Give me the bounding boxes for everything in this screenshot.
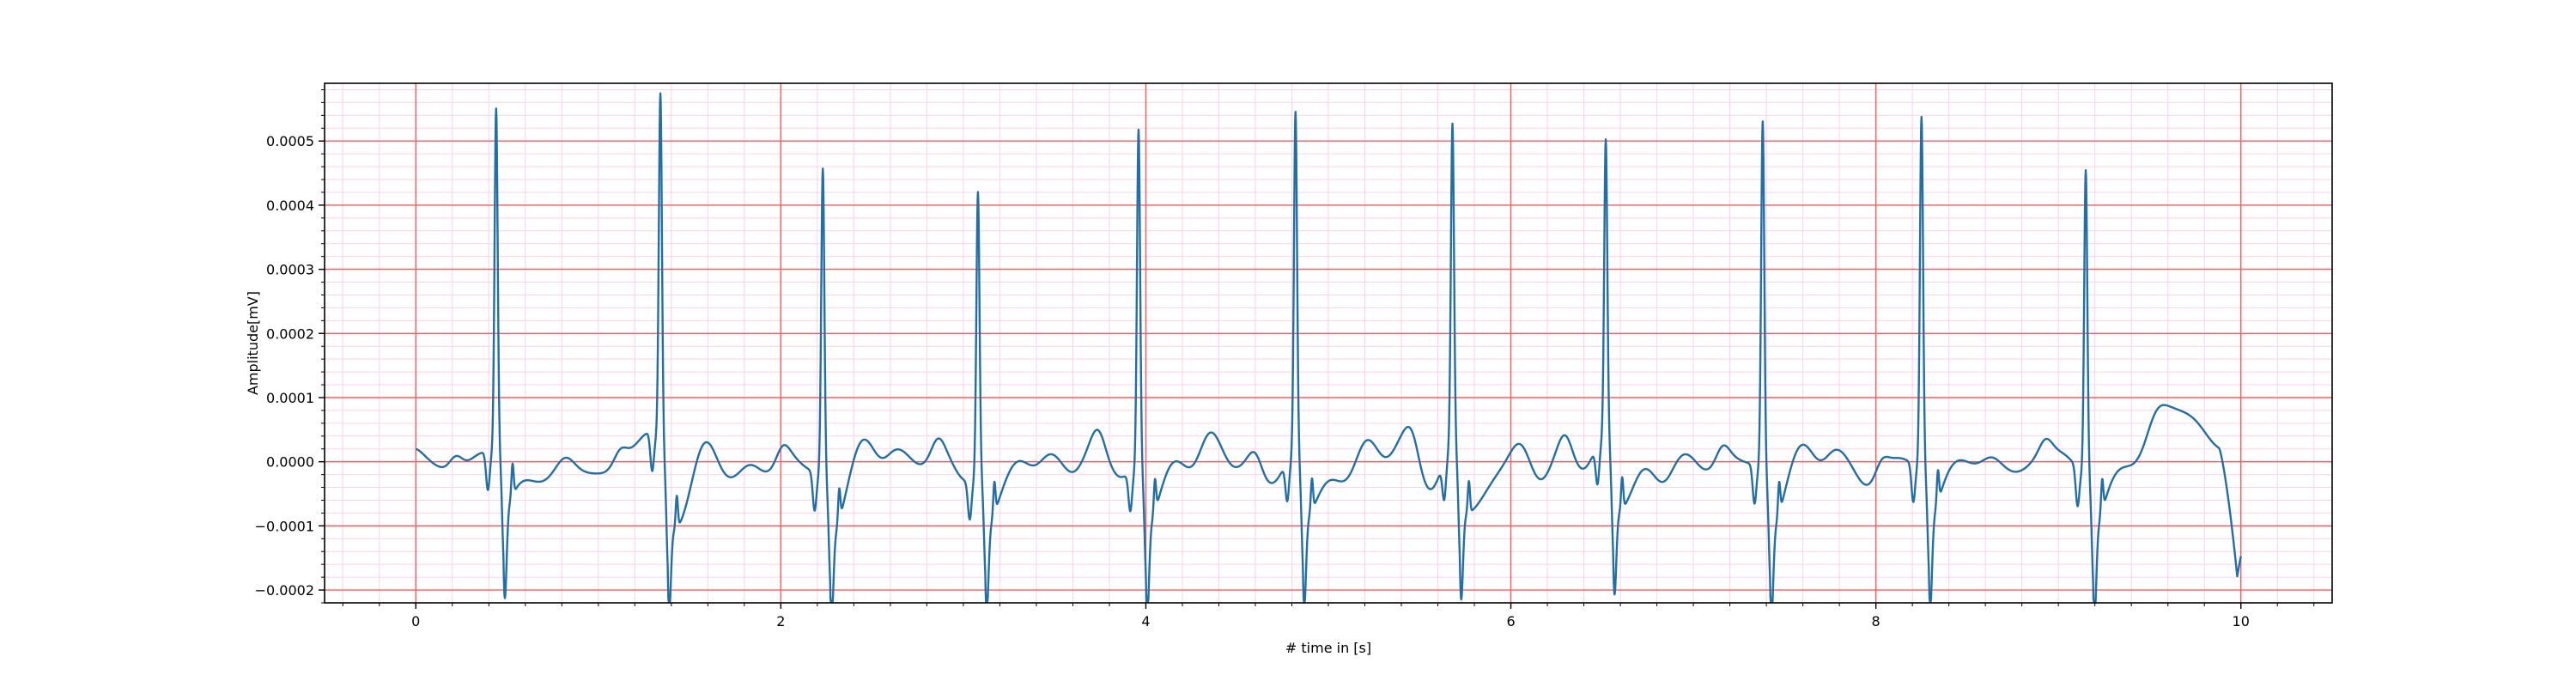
y-tick-label: 0.0005: [266, 133, 314, 149]
y-tick-label: 0.0000: [266, 454, 314, 471]
y-tick-label: −0.0001: [255, 518, 314, 534]
y-axis-ticks: −0.0002 −0.0001 0.0000 0.0001 0.0002 0.0003 0.…: [255, 88, 325, 604]
y-axis-label: Amplitude[mV]: [245, 291, 261, 395]
x-tick-label: 4: [1141, 613, 1150, 629]
y-tick-label: 0.0001: [266, 390, 314, 406]
ecg-signal-line: [415, 92, 2242, 604]
x-tick-label: 6: [1506, 613, 1515, 629]
x-tick-label: 0: [411, 613, 420, 629]
x-tick-label: 10: [2233, 613, 2250, 629]
x-tick-label: 8: [1872, 613, 1880, 629]
x-axis-label: # time in [s]: [1285, 640, 1371, 656]
x-axis-ticks: 0 2 4 6 8 10: [342, 603, 2315, 629]
y-tick-label: 0.0003: [266, 262, 314, 278]
x-tick-label: 2: [776, 613, 785, 629]
y-tick-label: 0.0002: [266, 325, 314, 342]
y-tick-label: −0.0002: [255, 582, 314, 599]
y-tick-label: 0.0004: [266, 198, 314, 214]
